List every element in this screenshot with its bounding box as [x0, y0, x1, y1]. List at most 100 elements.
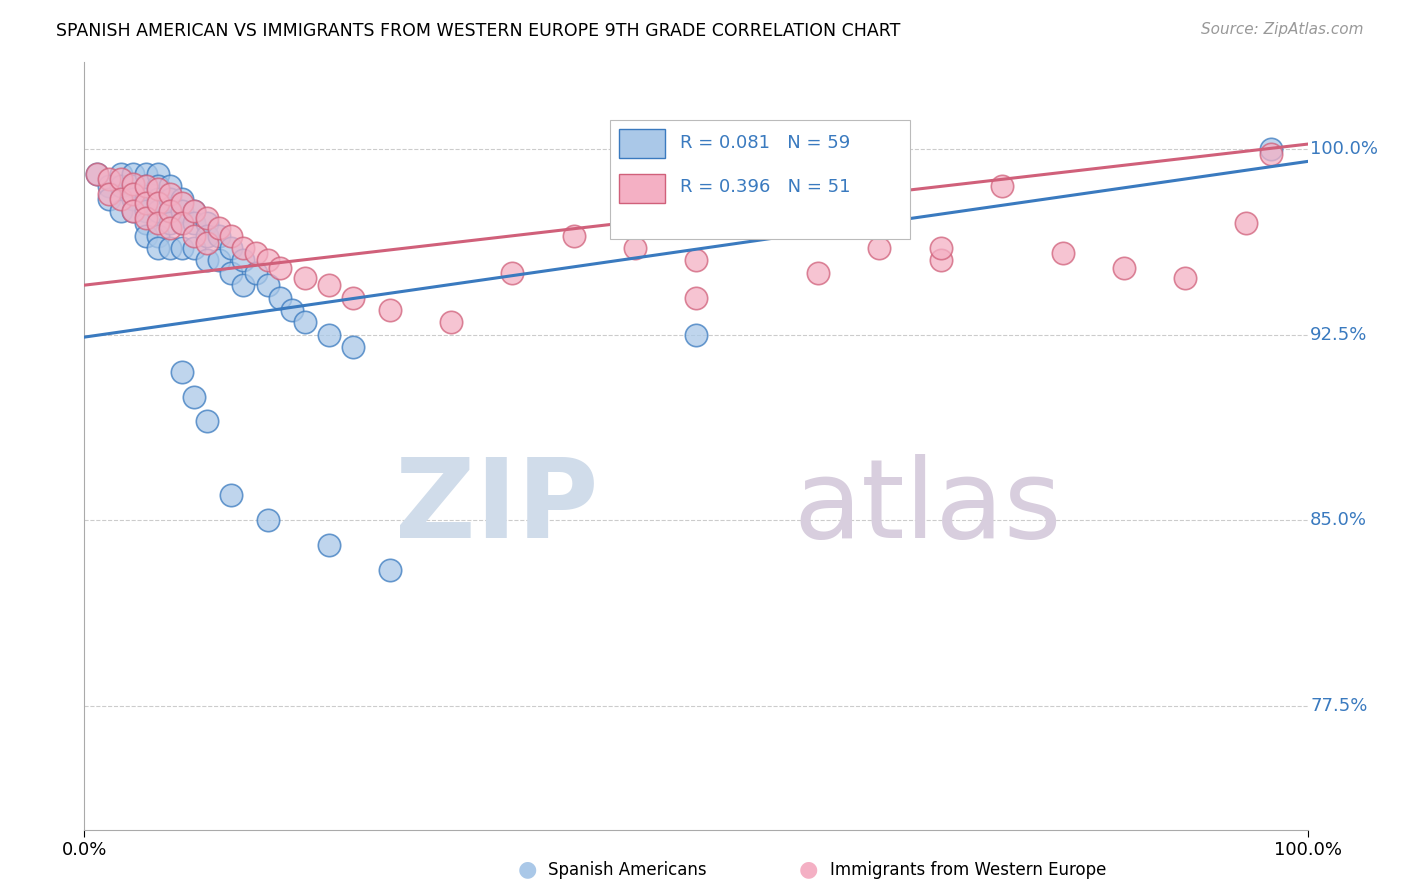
- Point: [86, 167, 108, 181]
- Point: [135, 211, 157, 226]
- Point: [172, 216, 194, 230]
- Point: [232, 253, 254, 268]
- Text: 77.5%: 77.5%: [1310, 697, 1368, 714]
- Point: [172, 192, 194, 206]
- Point: [245, 246, 267, 260]
- Point: [97, 186, 120, 201]
- Text: 100.0%: 100.0%: [1310, 140, 1378, 158]
- Point: [342, 340, 364, 354]
- Point: [685, 253, 707, 268]
- Point: [318, 278, 340, 293]
- Point: [122, 177, 145, 191]
- Text: Source: ZipAtlas.com: Source: ZipAtlas.com: [1201, 22, 1364, 37]
- Point: [159, 186, 181, 201]
- Point: [1260, 147, 1282, 161]
- Point: [183, 228, 205, 243]
- Point: [257, 278, 280, 293]
- Point: [146, 203, 169, 218]
- Point: [294, 315, 316, 329]
- Point: [869, 241, 891, 255]
- Point: [122, 192, 145, 206]
- Text: Spanish Americans: Spanish Americans: [548, 861, 707, 879]
- Point: [135, 179, 157, 194]
- Point: [172, 216, 194, 230]
- Point: [929, 253, 952, 268]
- Point: [195, 216, 218, 230]
- Point: [146, 167, 169, 181]
- Point: [159, 179, 181, 194]
- Point: [183, 390, 205, 404]
- Point: [269, 291, 291, 305]
- Point: [342, 291, 364, 305]
- Point: [135, 203, 157, 218]
- Point: [281, 302, 304, 317]
- Point: [110, 167, 132, 181]
- Point: [257, 253, 280, 268]
- Point: [146, 216, 169, 230]
- Point: [318, 538, 340, 552]
- Text: ●: ●: [517, 860, 537, 880]
- Point: [110, 179, 132, 194]
- Text: atlas: atlas: [794, 454, 1063, 561]
- Point: [159, 203, 181, 218]
- Point: [172, 241, 194, 255]
- Point: [245, 266, 267, 280]
- Point: [208, 228, 231, 243]
- Point: [195, 414, 218, 428]
- Point: [135, 167, 157, 181]
- Point: [747, 216, 769, 230]
- Point: [440, 315, 463, 329]
- Point: [172, 196, 194, 211]
- Point: [219, 488, 242, 502]
- Point: [122, 179, 145, 194]
- Point: [159, 192, 181, 206]
- Point: [110, 203, 132, 218]
- Point: [159, 203, 181, 218]
- Text: R = 0.081   N = 59: R = 0.081 N = 59: [681, 134, 851, 152]
- Point: [195, 236, 218, 251]
- Point: [183, 216, 205, 230]
- Text: ●: ●: [799, 860, 818, 880]
- Point: [183, 241, 205, 255]
- Point: [122, 167, 145, 181]
- Point: [195, 228, 218, 243]
- Point: [257, 513, 280, 527]
- Point: [159, 216, 181, 230]
- Point: [232, 241, 254, 255]
- Point: [219, 228, 242, 243]
- FancyBboxPatch shape: [610, 120, 910, 239]
- Text: Immigrants from Western Europe: Immigrants from Western Europe: [830, 861, 1107, 879]
- Point: [135, 228, 157, 243]
- Point: [269, 260, 291, 275]
- Point: [1174, 270, 1197, 285]
- Point: [146, 181, 169, 195]
- Point: [294, 270, 316, 285]
- Point: [146, 228, 169, 243]
- Point: [110, 171, 132, 186]
- Point: [685, 291, 707, 305]
- Text: ZIP: ZIP: [395, 454, 598, 561]
- Point: [195, 211, 218, 226]
- Point: [929, 241, 952, 255]
- Point: [97, 179, 120, 194]
- Point: [97, 171, 120, 186]
- Point: [624, 241, 647, 255]
- Point: [135, 179, 157, 194]
- Point: [232, 278, 254, 293]
- Point: [1236, 216, 1258, 230]
- Point: [219, 266, 242, 280]
- Point: [502, 266, 524, 280]
- Text: 92.5%: 92.5%: [1310, 326, 1368, 343]
- Text: R = 0.396   N = 51: R = 0.396 N = 51: [681, 178, 851, 196]
- Point: [807, 266, 830, 280]
- Point: [318, 327, 340, 342]
- Point: [146, 179, 169, 194]
- Point: [122, 203, 145, 218]
- Point: [183, 203, 205, 218]
- Point: [991, 179, 1014, 194]
- Point: [122, 186, 145, 201]
- Text: 85.0%: 85.0%: [1310, 511, 1367, 529]
- Point: [159, 221, 181, 235]
- Bar: [619, 174, 665, 202]
- Point: [172, 365, 194, 379]
